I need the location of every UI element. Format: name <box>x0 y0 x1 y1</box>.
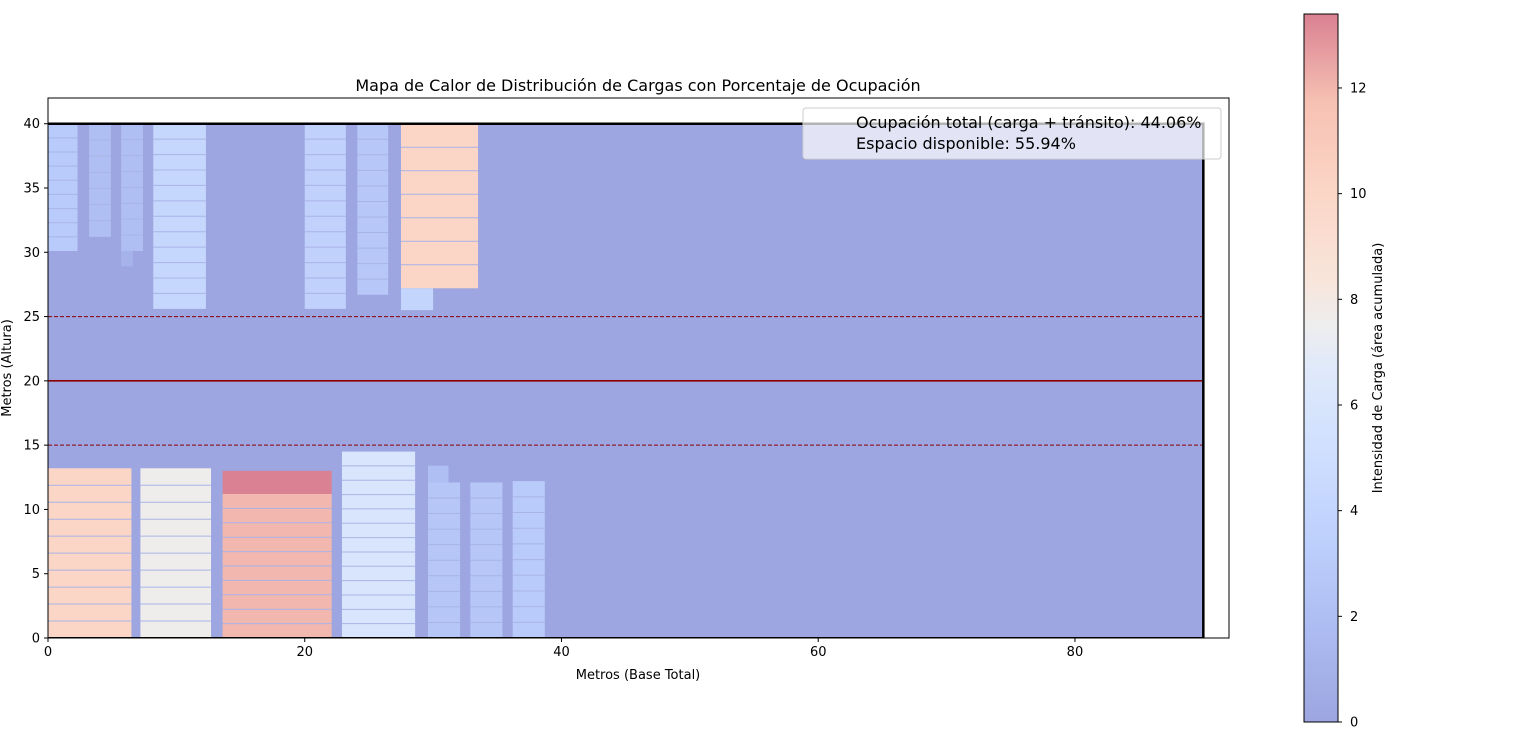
chart-title: Mapa de Calor de Distribución de Cargas … <box>355 76 920 95</box>
y-tick-label: 5 <box>32 567 40 582</box>
y-tick-label: 15 <box>23 439 40 454</box>
y-tick-label: 30 <box>23 246 40 261</box>
load-block <box>121 251 133 267</box>
colorbar-tick-label: 10 <box>1350 187 1367 202</box>
y-axis-ticks: 0 5 10 15 20 25 30 35 40 <box>23 117 48 647</box>
x-tick-label: 40 <box>553 645 570 660</box>
y-tick-label: 10 <box>23 503 40 518</box>
y-tick-label: 35 <box>23 182 40 197</box>
y-tick-label: 0 <box>32 632 40 647</box>
x-axis-label: Metros (Base Total) <box>576 668 701 683</box>
x-axis-ticks: 0 20 40 60 80 <box>44 638 1083 660</box>
y-tick-label: 40 <box>23 117 40 132</box>
legend-available: Espacio disponible: 55.94% <box>856 134 1076 153</box>
colorbar-tick-label: 8 <box>1350 293 1358 308</box>
y-tick-label: 20 <box>23 374 40 389</box>
load-block <box>341 451 416 638</box>
y-axis-label: Metros (Altura) <box>0 319 15 417</box>
colorbar-tick-label: 6 <box>1350 398 1358 413</box>
colorbar-gradient <box>1304 14 1338 722</box>
colorbar-frame <box>1303 13 1339 723</box>
load-block <box>401 123 479 289</box>
load-block <box>222 470 332 494</box>
x-tick-label: 60 <box>810 645 827 660</box>
load-block <box>401 288 434 311</box>
colorbar-tick-label: 12 <box>1350 81 1367 96</box>
colorbar-label: Intensidad de Carga (área acumulada) <box>1371 243 1386 494</box>
load-block <box>48 123 78 251</box>
axes-frame <box>47 97 1230 639</box>
legend-occupancy: Ocupación total (carga + tránsito): 44.0… <box>856 113 1201 132</box>
colorbar-tick-label: 2 <box>1350 610 1358 625</box>
x-tick-label: 20 <box>296 645 313 660</box>
load-block <box>427 465 449 483</box>
x-tick-label: 80 <box>1067 645 1084 660</box>
load-block <box>89 123 111 237</box>
colorbar-ticks: 0 2 4 6 8 10 12 <box>1338 81 1367 731</box>
legend-box <box>802 107 1222 160</box>
y-tick-label: 25 <box>23 310 40 325</box>
x-tick-label: 0 <box>44 645 52 660</box>
load-block <box>357 123 389 295</box>
colorbar-tick-label: 4 <box>1350 504 1358 519</box>
colorbar: 0 2 4 6 8 10 12 Intensidad de Carga (área acum… <box>1303 13 1386 731</box>
colorbar-tick-label: 0 <box>1350 716 1358 731</box>
legend: Ocupación total (carga + tránsito): 44.0… <box>802 107 1222 160</box>
